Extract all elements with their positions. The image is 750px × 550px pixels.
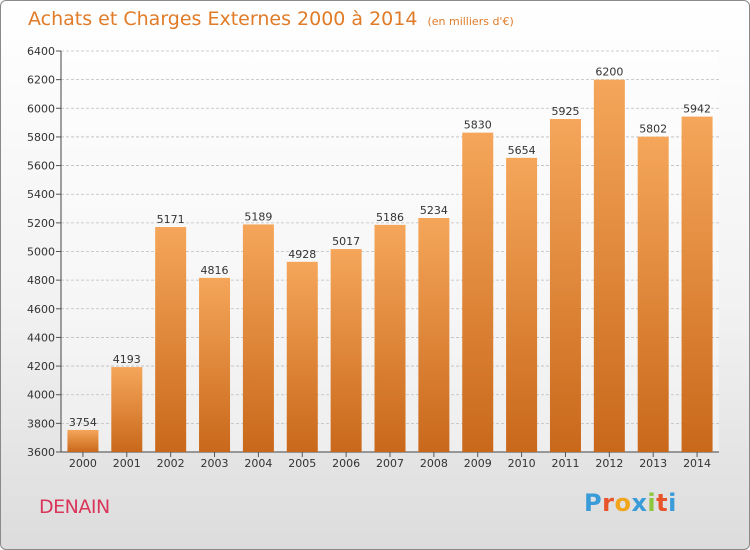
x-tick-label: 2005: [288, 457, 316, 470]
x-tick-label: 2004: [244, 457, 272, 470]
data-label: 5830: [464, 119, 492, 132]
x-tick-label: 2007: [376, 457, 404, 470]
chart-subtitle: (en milliers d'€): [427, 15, 514, 28]
logo-letter: i: [647, 489, 657, 517]
bar: [593, 79, 625, 453]
bar: [549, 119, 581, 452]
y-tick-label: 4400: [27, 331, 55, 344]
x-tick-label: 2002: [157, 457, 185, 470]
logo-letter: i: [668, 489, 677, 517]
data-label: 5017: [332, 235, 360, 248]
bar: [681, 116, 713, 453]
chart-title: Achats et Charges Externes 2000 à 2014 (e…: [28, 8, 514, 30]
y-tick-label: 4000: [27, 389, 55, 402]
data-label: 5189: [244, 210, 272, 223]
x-tick-label: 2013: [639, 457, 667, 470]
y-tick-label: 6200: [27, 74, 55, 87]
data-label: 5925: [551, 105, 579, 118]
x-tick-label: 2010: [508, 457, 536, 470]
x-tick-label: 2000: [69, 457, 97, 470]
logo-letter: o: [614, 489, 632, 517]
logo-letter: x: [631, 489, 648, 517]
data-label: 5802: [639, 123, 667, 136]
x-tick-label: 2011: [551, 457, 579, 470]
y-tick-label: 3800: [27, 417, 55, 430]
bar: [111, 367, 143, 452]
data-label: 4928: [288, 248, 316, 261]
data-label: 5234: [420, 204, 448, 217]
x-tick-label: 2014: [683, 457, 711, 470]
y-tick-label: 5400: [27, 188, 55, 201]
x-tick-label: 2008: [420, 457, 448, 470]
y-tick-label: 5800: [27, 131, 55, 144]
x-tick-label: 2006: [332, 457, 360, 470]
y-tick-label: 4200: [27, 360, 55, 373]
bar: [374, 224, 406, 452]
y-tick-label: 4600: [27, 303, 55, 316]
logo-letter: r: [602, 489, 615, 517]
y-tick-label: 5000: [27, 246, 55, 259]
chart-title-main: Achats et Charges Externes 2000 à 2014: [28, 8, 418, 30]
logo-letter: t: [656, 489, 669, 517]
bar: [506, 157, 538, 452]
bar: [286, 261, 318, 452]
y-tick-label: 3600: [27, 446, 55, 459]
x-tick-label: 2001: [113, 457, 141, 470]
city-name: DENAIN: [39, 496, 110, 518]
data-label: 5942: [683, 103, 711, 116]
data-label: 4816: [201, 264, 229, 277]
data-label: 4193: [113, 353, 141, 366]
bar: [637, 136, 669, 452]
y-tick-label: 5200: [27, 217, 55, 230]
x-tick-label: 2009: [464, 457, 492, 470]
x-tick-label: 2012: [595, 457, 623, 470]
data-label: 5171: [157, 213, 185, 226]
x-tick-label: 2003: [201, 457, 229, 470]
y-tick-label: 6400: [27, 45, 55, 58]
bar: [418, 217, 450, 452]
bar: [330, 249, 362, 452]
y-tick-label: 5600: [27, 160, 55, 173]
bar: [462, 132, 494, 452]
y-tick-label: 4800: [27, 274, 55, 287]
bar: [67, 429, 99, 452]
data-label: 3754: [69, 416, 97, 429]
logo-letter: P: [584, 489, 603, 517]
y-tick-label: 6000: [27, 102, 55, 115]
data-label: 6200: [595, 66, 623, 79]
bar: [199, 277, 231, 452]
bar: [155, 227, 187, 452]
data-label: 5186: [376, 211, 404, 224]
bar: [242, 224, 274, 452]
proxiti-logo: Proxiti: [584, 489, 677, 517]
data-label: 5654: [508, 144, 536, 157]
